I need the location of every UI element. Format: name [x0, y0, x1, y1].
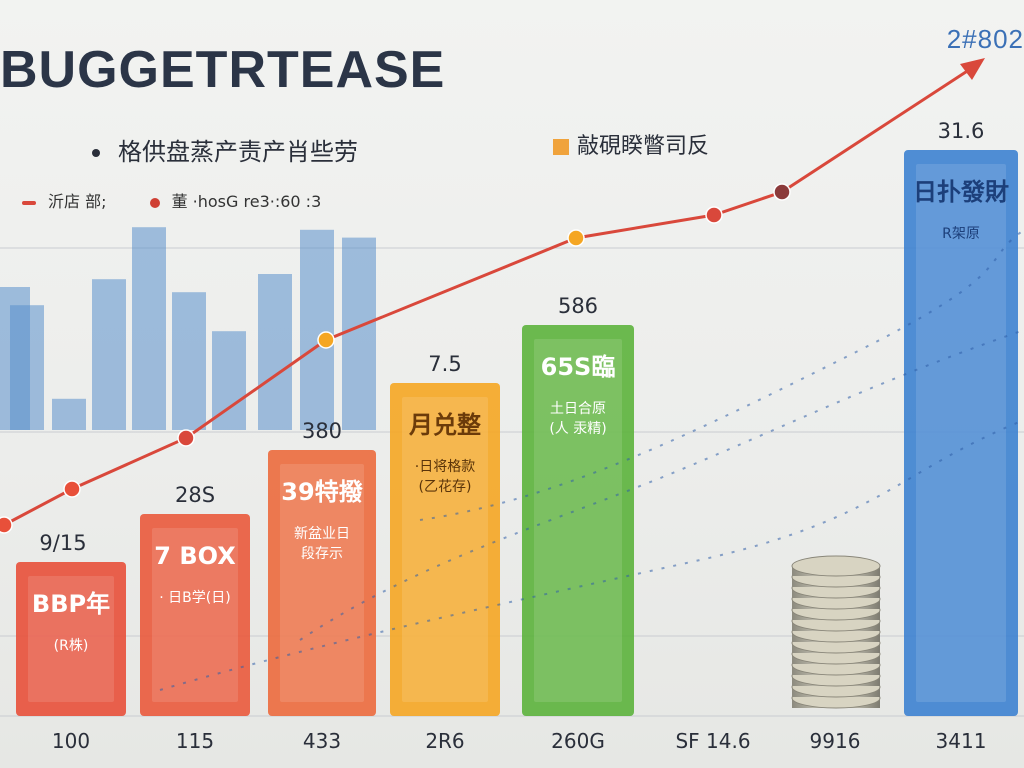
- bar-inner: [28, 576, 114, 702]
- bar-inner: [152, 528, 238, 702]
- bar-inner: [280, 464, 364, 702]
- trend-point: [773, 183, 791, 201]
- bullet-icon: [92, 149, 100, 157]
- trend-line: [0, 58, 1024, 691]
- bar-sublabel: ·日将格款: [415, 459, 475, 475]
- bar: [16, 562, 126, 716]
- category-label: 433: [303, 729, 341, 753]
- trend-point: [317, 331, 335, 349]
- category-label: SF 14.6: [675, 729, 750, 753]
- value-label: 31.6: [938, 119, 985, 143]
- background-bar: [92, 279, 126, 430]
- coin-stack: [791, 555, 881, 709]
- background-bar: [258, 274, 292, 430]
- corner-label: 2#802: [946, 24, 1024, 54]
- bar-sublabel: · 日B学(日): [159, 590, 230, 606]
- trend-point: [567, 229, 585, 247]
- bar-label: 7 BOX: [154, 542, 236, 570]
- legend-right-text: 敲硯睽瞥司反: [577, 134, 710, 159]
- bar-label: BBP年: [32, 590, 110, 618]
- legend-dot-icon: [149, 197, 160, 208]
- trend-point: [177, 429, 195, 447]
- background-bar: [172, 292, 206, 430]
- dashed-line: [299, 329, 1024, 641]
- value-label: 9/15: [39, 531, 86, 555]
- trend-arrow-icon: [960, 58, 985, 80]
- trend-point: [705, 206, 723, 224]
- category-label: 100: [52, 729, 90, 753]
- category-label: 2R6: [425, 729, 464, 753]
- value-label: 28S: [175, 483, 215, 507]
- category-label: 3411: [936, 729, 987, 753]
- subtitle-text: 格供盘蒸产责产肖些劳: [118, 138, 358, 166]
- dashed-line: [159, 419, 1024, 691]
- bar: [140, 514, 250, 716]
- bar: [904, 150, 1018, 716]
- background-bar: [52, 398, 86, 430]
- trend-point: [0, 516, 13, 534]
- legend-right: 敲硯睽瞥司反: [553, 128, 709, 160]
- legend-item-2: 董 ·hosG re3·:60 :3: [149, 188, 322, 212]
- bar-label: 65S臨: [541, 353, 616, 381]
- bar-inner: [534, 339, 622, 702]
- background-bar: [10, 305, 44, 430]
- bar-label: 39特撥: [281, 478, 363, 506]
- bar-sublabel: (人 汞精): [549, 421, 606, 437]
- background-bars: [0, 227, 376, 430]
- bar: [522, 325, 634, 716]
- bars: [16, 150, 1018, 716]
- bar-inner: [402, 397, 488, 702]
- legend-line-icon: [22, 200, 36, 205]
- legend-item-1: 沂店 部;: [22, 188, 106, 212]
- category-label: 115: [176, 729, 214, 753]
- value-label: 586: [558, 294, 598, 318]
- chart-title: BUGGETRTEASE: [0, 41, 446, 99]
- trend-path: [3, 64, 976, 527]
- background-bar: [300, 229, 334, 430]
- bar: [390, 383, 500, 716]
- bar-label: 月兑整: [408, 411, 481, 439]
- dashed-line: [419, 229, 1024, 521]
- bar: [268, 450, 376, 716]
- value-label: 7.5: [428, 352, 461, 376]
- chart-subtitle: 格供盘蒸产责产肖些劳: [92, 132, 358, 167]
- background-bar: [212, 331, 246, 430]
- background-bar: [132, 227, 166, 430]
- legend-swatch-icon: [553, 139, 569, 155]
- bar-sublabel: 土日合原: [550, 401, 606, 417]
- category-label: 9916: [810, 729, 861, 753]
- coin-top: [791, 555, 881, 577]
- trend-point: [63, 480, 81, 498]
- bar-inner: [916, 164, 1006, 702]
- bar-label: 日扑發財: [913, 178, 1009, 206]
- bar-sublabel: 新盆业日: [294, 526, 350, 542]
- background-bar: [342, 237, 376, 430]
- bar-sublabel: (乙花存): [419, 479, 472, 495]
- legend-left: 沂店 部; 董 ·hosG re3·:60 :3: [22, 188, 359, 212]
- category-label: 260G: [551, 729, 605, 753]
- legend-item-1-text: 沂店 部;: [48, 192, 107, 211]
- value-label: 380: [302, 419, 342, 443]
- legend-item-2-text: 董 ·hosG re3·:60 :3: [171, 192, 322, 211]
- bar-sublabel: R架原: [942, 226, 980, 242]
- bar-sublabel: 段存示: [301, 546, 343, 562]
- bar-sublabel: (R株): [54, 638, 89, 654]
